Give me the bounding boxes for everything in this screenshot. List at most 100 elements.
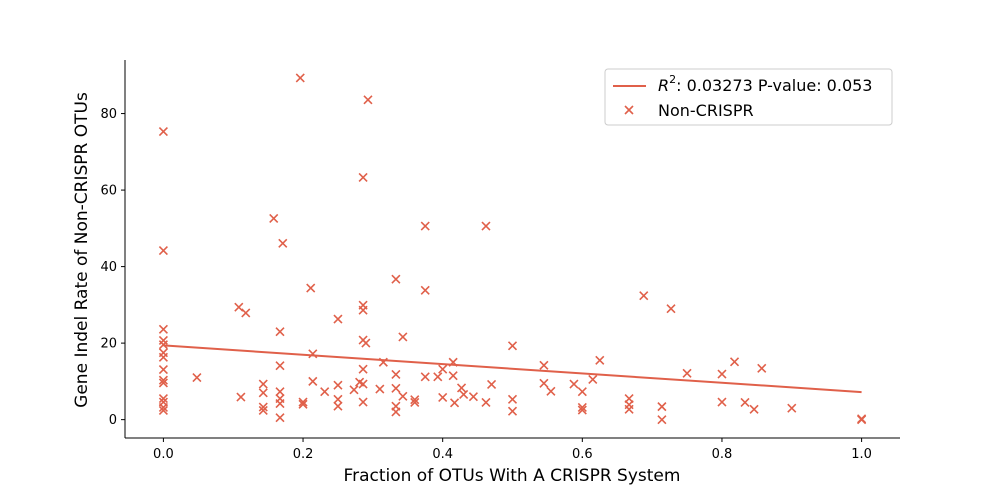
data-point — [241, 308, 251, 318]
legend-fit-stats: : 0.03273 P-value: 0.053 — [676, 76, 872, 95]
data-point — [358, 379, 368, 389]
data-point — [349, 385, 359, 395]
data-point — [657, 415, 667, 425]
plot-axes — [124, 60, 900, 439]
data-point — [158, 375, 168, 385]
data-point — [158, 378, 168, 388]
data-point — [236, 392, 246, 402]
data-point — [275, 361, 285, 371]
data-point — [539, 360, 549, 370]
data-point — [258, 388, 268, 398]
data-point — [158, 245, 168, 256]
data-point — [358, 397, 368, 407]
data-point — [258, 405, 268, 416]
data-point — [391, 369, 401, 380]
data-point — [358, 305, 368, 315]
data-point — [158, 405, 168, 416]
data-point — [398, 391, 408, 401]
data-point — [333, 380, 343, 390]
data-point — [456, 383, 467, 393]
y-tick-label: 20 — [100, 337, 117, 352]
data-point — [857, 415, 867, 425]
legend: R2: 0.03273 P-value: 0.053 Non-CRISPR — [604, 68, 893, 126]
data-point — [438, 392, 448, 403]
scatter-points — [158, 73, 867, 425]
data-point — [378, 357, 388, 367]
data-point — [298, 397, 308, 407]
data-point — [639, 291, 649, 301]
x-axis-label: Fraction of OTUs With A CRISPR System — [344, 466, 681, 486]
legend-fit-label: R2: 0.03273 P-value: 0.053 — [658, 73, 872, 95]
data-point — [306, 283, 316, 293]
data-point — [258, 379, 268, 389]
data-point — [361, 338, 371, 348]
data-point — [717, 397, 727, 407]
data-point — [717, 369, 727, 379]
data-point — [740, 397, 750, 407]
data-point — [158, 394, 168, 404]
data-point — [375, 384, 385, 394]
data-point — [308, 376, 318, 386]
data-point — [569, 379, 579, 389]
data-point — [391, 383, 401, 393]
data-point — [507, 406, 518, 416]
data-point — [449, 398, 460, 408]
data-point — [682, 368, 692, 378]
y-tick-label: 40 — [100, 260, 117, 275]
data-point — [468, 392, 478, 402]
data-point — [420, 221, 430, 231]
data-point — [420, 285, 430, 295]
data-point — [333, 401, 343, 411]
y-tick-label: 60 — [100, 184, 117, 199]
legend-series-label: Non-CRISPR — [658, 101, 754, 120]
data-point — [433, 372, 443, 382]
data-point — [158, 335, 168, 346]
legend-r-symbol: R — [658, 76, 669, 95]
x-tick-label: 0.2 — [293, 447, 314, 462]
data-point — [657, 402, 667, 412]
data-point — [358, 172, 368, 183]
x-tick-label: 1.0 — [851, 447, 872, 462]
data-point — [459, 389, 469, 399]
x-tick-label: 0.6 — [572, 447, 593, 462]
data-point — [158, 402, 168, 412]
data-point — [275, 387, 285, 397]
regression-line — [163, 344, 862, 394]
data-point — [158, 126, 168, 137]
data-point — [787, 403, 797, 413]
data-point — [391, 274, 401, 284]
data-point — [729, 357, 740, 367]
data-point — [308, 349, 318, 359]
data-point — [410, 395, 420, 405]
data-point — [448, 357, 458, 367]
data-point — [577, 387, 587, 397]
data-point — [278, 238, 288, 248]
data-point — [333, 394, 343, 404]
data-point — [158, 364, 168, 375]
data-point — [275, 399, 285, 409]
data-point — [757, 363, 767, 373]
y-axis-label: Gene Indel Rate of Non-CRISPR OTUs — [72, 92, 92, 408]
data-point — [481, 221, 491, 231]
data-point — [158, 352, 168, 362]
data-point — [295, 73, 305, 83]
data-point — [333, 314, 343, 324]
data-point — [481, 397, 491, 407]
y-tick-label: 80 — [100, 107, 117, 122]
data-point — [269, 213, 279, 223]
data-point — [410, 397, 420, 407]
data-point — [192, 372, 202, 383]
data-point — [749, 404, 759, 414]
regression-line-group — [163, 344, 862, 394]
data-point — [595, 355, 605, 365]
data-point — [275, 413, 285, 423]
data-point — [438, 364, 448, 374]
x-axis-ticks: 0.0 0.2 0.4 0.6 0.8 1.0 — [153, 438, 872, 462]
data-point — [158, 340, 168, 350]
data-point — [398, 332, 408, 342]
data-point — [391, 407, 401, 417]
data-point — [258, 402, 268, 412]
data-point — [448, 371, 458, 381]
data-point — [588, 374, 598, 385]
